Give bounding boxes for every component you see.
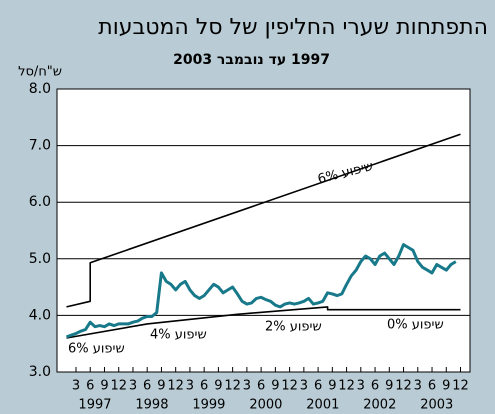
x-tick-label: 9 [328, 379, 336, 394]
x-tick-label: 9 [214, 379, 222, 394]
x-tick-label: 12 [224, 379, 241, 394]
year-label: 2003 [420, 398, 453, 413]
chart-title: התפתחות שערי החליפין של סל המטבעות [98, 15, 488, 40]
x-tick-label: 12 [395, 379, 412, 394]
x-tick-label: 3 [72, 379, 80, 394]
x-tick-label: 9 [385, 379, 393, 394]
year-label: 2002 [363, 398, 396, 413]
x-tick-label: 6 [314, 379, 322, 394]
y-tick-label: 3.0 [29, 364, 51, 380]
x-tick-label: 9 [271, 379, 279, 394]
y-tick-label: 7.0 [29, 138, 51, 154]
slope-annotation: שיפוע 0% [387, 318, 444, 333]
year-label: 1999 [192, 398, 225, 413]
x-tick-label: 6 [257, 379, 265, 394]
x-tick-label: 3 [243, 379, 251, 394]
x-tick-label: 12 [338, 379, 355, 394]
year-label: 1997 [78, 398, 111, 413]
x-tick-label: 12 [110, 379, 127, 394]
y-tick-label: 5.0 [29, 251, 51, 267]
x-tick-label: 12 [452, 379, 469, 394]
slope-annotation: שיפוע 6% [68, 342, 125, 357]
y-axis-label: ש"ח/סל [18, 65, 62, 80]
y-tick-label: 8.0 [29, 81, 51, 97]
year-label: 2001 [306, 398, 339, 413]
x-tick-label: 12 [281, 379, 298, 394]
x-tick-label: 3 [357, 379, 365, 394]
x-tick-label: 9 [442, 379, 450, 394]
x-tick-label: 12 [167, 379, 184, 394]
band-line [66, 133, 461, 308]
slope-annotation: שיפוע 4% [150, 328, 207, 343]
x-tick-label: 9 [100, 379, 108, 394]
exchange-rate-line [65, 243, 457, 339]
band-line [66, 306, 461, 339]
x-tick-label: 3 [129, 379, 137, 394]
x-tick-label: 9 [157, 379, 165, 394]
year-label: 1998 [135, 398, 168, 413]
chart-subtitle: 1997 עד נובמבר 2003 [173, 52, 330, 68]
x-tick-label: 3 [300, 379, 308, 394]
y-tick-label: 6.0 [29, 194, 51, 210]
x-tick-label: 6 [86, 379, 94, 394]
y-tick-label: 4.0 [29, 307, 51, 323]
year-label: 2000 [249, 398, 282, 413]
slope-annotation: שיפוע 2% [265, 320, 322, 335]
x-tick-label: 6 [428, 379, 436, 394]
x-tick-label: 3 [186, 379, 194, 394]
x-tick-label: 6 [143, 379, 151, 394]
x-tick-label: 6 [371, 379, 379, 394]
x-tick-label: 3 [414, 379, 422, 394]
x-tick-label: 6 [200, 379, 208, 394]
